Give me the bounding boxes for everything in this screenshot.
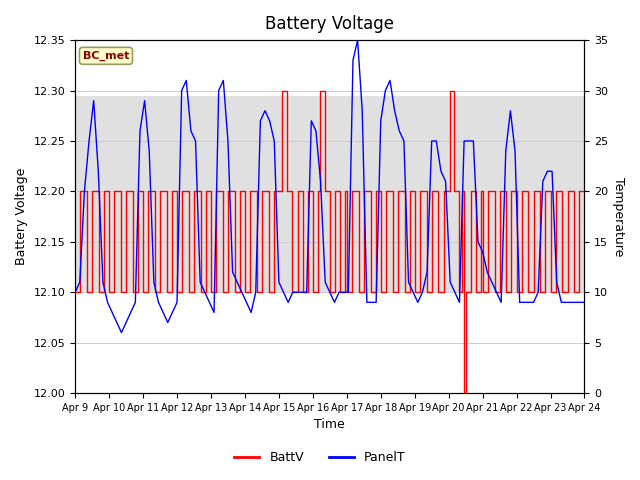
Legend: BattV, PanelT: BattV, PanelT xyxy=(229,446,411,469)
Title: Battery Voltage: Battery Voltage xyxy=(266,15,394,33)
Y-axis label: Temperature: Temperature xyxy=(612,177,625,256)
Bar xyxy=(75,96,584,292)
X-axis label: Time: Time xyxy=(314,419,345,432)
Text: BC_met: BC_met xyxy=(83,51,129,61)
Y-axis label: Battery Voltage: Battery Voltage xyxy=(15,168,28,265)
